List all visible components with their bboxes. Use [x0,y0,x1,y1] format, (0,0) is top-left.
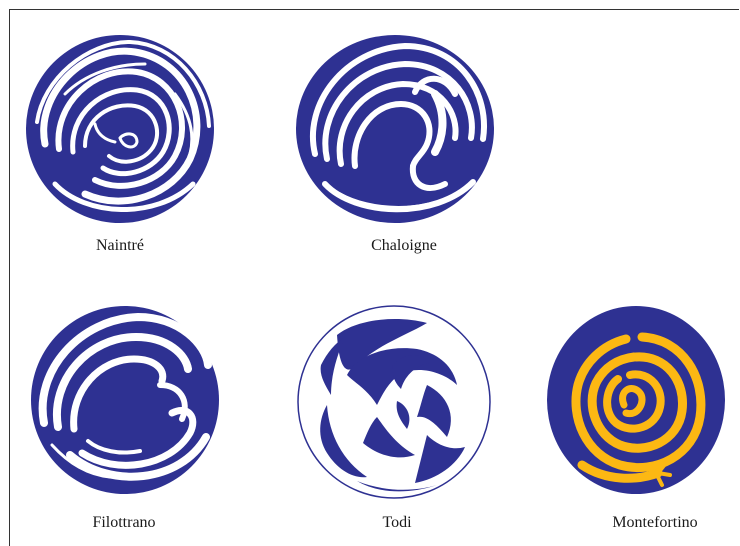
disc-montefortino [546,305,726,495]
disc-todi-art [297,305,491,499]
disc-filottrano [30,305,220,495]
disc-chaloigne [295,34,495,224]
caption-todi: Todi [382,514,412,531]
disc-filottrano-art [31,306,219,494]
disc-chaloigne-art [296,35,494,223]
figure-frame [9,9,739,546]
caption-chaloigne: Chaloigne [371,237,437,254]
caption-filottrano: Filottrano [92,514,156,531]
caption-naintre: Naintré [96,237,144,254]
caption-montefortino: Montefortino [612,514,698,531]
disc-naintre [25,34,215,224]
disc-montefortino-art [547,306,725,494]
disc-naintre-art [26,35,214,223]
disc-todi [297,305,491,499]
